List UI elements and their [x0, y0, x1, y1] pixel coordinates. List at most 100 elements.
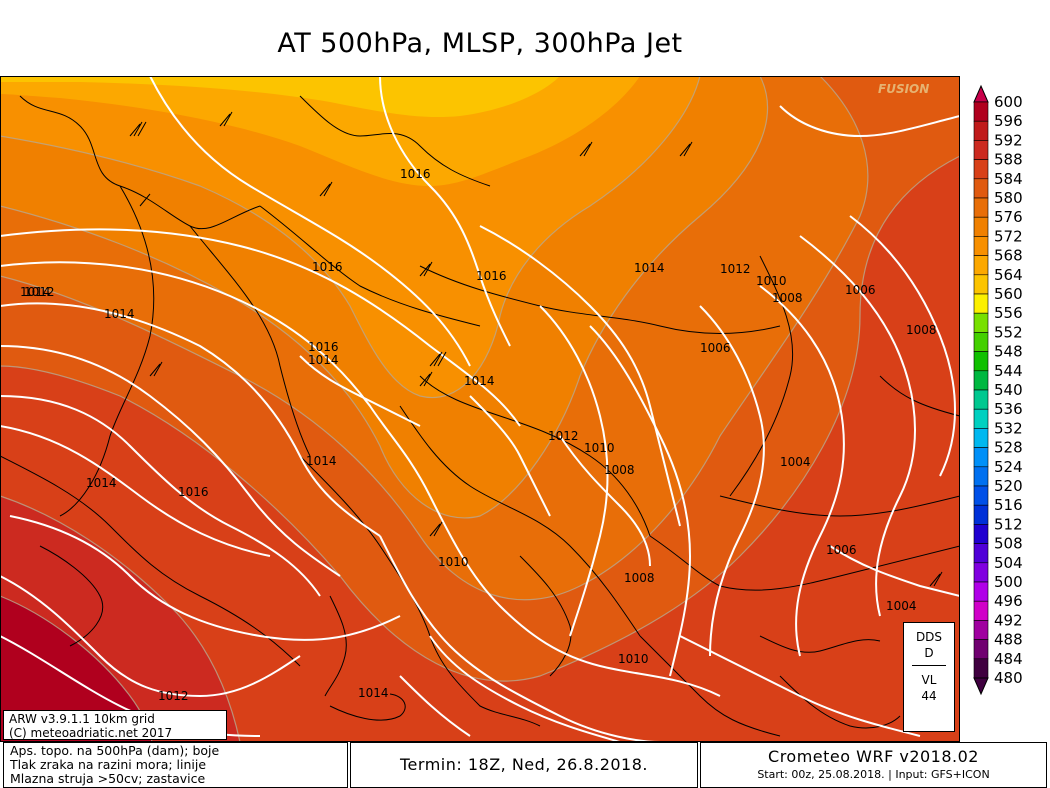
colorbar-swatch	[973, 255, 989, 276]
colorbar-swatch	[973, 159, 989, 180]
colorbar-swatch	[973, 524, 989, 544]
isobar-label: 1012	[548, 429, 579, 443]
isobar-label: 1010	[584, 441, 615, 455]
colorbar-swatch	[973, 216, 989, 237]
colorbar-tick-label: 512	[994, 515, 1023, 533]
isobar-label: 1016	[400, 167, 431, 181]
model-name: Crometeo WRF v2018.02	[768, 747, 979, 766]
colorbar-top-arrow	[973, 84, 989, 103]
isobar-label: 1008	[772, 291, 803, 305]
colorbar-tick-label: 492	[994, 611, 1023, 629]
colorbar-swatch	[973, 543, 989, 564]
isobar-lines	[0, 76, 960, 742]
isobar-labels: 1016 1016 1016 1014 1012 1010 1008 1006 …	[20, 167, 937, 703]
isobar-label: 1016	[308, 340, 339, 354]
legend-description: Aps. topo. na 500hPa (dam); boje Tlak zr…	[3, 742, 348, 788]
isobar-label: 1012	[158, 689, 189, 703]
colorbar-swatch	[973, 639, 989, 660]
colorbar-swatch	[973, 620, 989, 640]
isobar-label: 1008	[906, 323, 937, 337]
colorbar-tick-label: 484	[994, 650, 1023, 668]
colorbar-tick-label: 520	[994, 477, 1023, 495]
isobar-label: 1014	[464, 374, 495, 388]
colorbar-tick-label: 480	[994, 669, 1023, 687]
vl-label: VL	[921, 673, 937, 687]
colorbar-tick-label: 488	[994, 631, 1023, 649]
colorbar-tick-label: 596	[994, 112, 1023, 130]
legend-line-jet: Mlazna struja >50cv; zastavice	[10, 771, 206, 786]
colorbar-swatch	[973, 351, 989, 372]
isobar-label: 1012	[24, 285, 55, 299]
colorbar-tick-label: 540	[994, 381, 1023, 399]
colorbar-tick-label: 528	[994, 439, 1023, 457]
colorbar-tick-label: 588	[994, 151, 1023, 169]
isobar-label: 1006	[845, 283, 876, 297]
colorbar-swatch	[973, 562, 989, 583]
legend-line-shading: Aps. topo. na 500hPa (dam); boje	[10, 743, 220, 758]
colorbar-tick-label: 564	[994, 266, 1023, 284]
colorbar-tick-label: 500	[994, 573, 1023, 591]
isobar-label: 1010	[618, 652, 649, 666]
colorbar-swatch	[973, 236, 989, 256]
isobar-label: 1016	[312, 260, 343, 274]
isobar-label: 1014	[86, 476, 117, 490]
colorbar-swatch	[973, 428, 989, 448]
dds-box: DDS D VL 44	[903, 622, 955, 732]
colorbar-swatch	[973, 197, 989, 218]
colorbar-tick-label: 508	[994, 535, 1023, 553]
isobar-label: 1014	[104, 307, 135, 321]
colorbar-swatch	[973, 293, 989, 314]
colorbar-tick-label: 524	[994, 458, 1023, 476]
weather-map: 1016 1016 1016 1014 1012 1010 1008 1006 …	[0, 76, 960, 742]
colorbar-tick-label: 572	[994, 227, 1023, 245]
colorbar-swatch	[973, 332, 989, 352]
isobar-label: 1014	[20, 285, 51, 299]
colorbar-tick-label: 496	[994, 592, 1023, 610]
colorbar-swatch	[973, 389, 989, 410]
dds-value: D	[924, 646, 934, 660]
isobar-label: 1008	[624, 571, 655, 585]
isobar-label: 1016	[178, 485, 209, 499]
colorbar-swatch	[973, 408, 989, 429]
isobar-label: 1010	[756, 274, 787, 288]
isobar-label: 1008	[604, 463, 635, 477]
isobar-label: 1014	[358, 686, 389, 700]
colorbar-tick-label: 592	[994, 131, 1023, 149]
colorbar-tick-label: 532	[994, 419, 1023, 437]
isobar-label: 1006	[700, 341, 731, 355]
colorbar-tick-label: 560	[994, 285, 1023, 303]
geopotential-shading	[0, 76, 960, 742]
isobar-label: 1014	[308, 353, 339, 367]
isobar-label: 1014	[634, 261, 665, 275]
colorbar-tick-label: 556	[994, 304, 1023, 322]
model-version-text: ARW v3.9.1.1 10km grid	[9, 712, 155, 726]
colorbar-swatch	[973, 485, 989, 506]
jet-stream-barbs	[129, 111, 943, 587]
colorbar-swatch	[973, 178, 989, 199]
colorbar-swatch	[973, 600, 989, 621]
colorbar-swatch	[973, 370, 989, 391]
colorbar-tick-label: 576	[994, 208, 1023, 226]
dds-label: DDS	[915, 630, 943, 644]
map-title: AT 500hPa, MLSP, 300hPa Jet	[277, 28, 683, 59]
fusion-watermark: FUSION	[878, 82, 930, 96]
colorbar-tick-label: 568	[994, 247, 1023, 265]
colorbar-tick-label: 504	[994, 554, 1023, 572]
colorbar-tick-label: 548	[994, 343, 1023, 361]
isobar-label: 1006	[826, 543, 857, 557]
colorbar-swatch	[973, 101, 989, 122]
isobar-label: 1012	[720, 262, 751, 276]
vl-value: 44	[921, 689, 937, 703]
colorbar-swatch	[973, 581, 989, 602]
colorbar-bottom-arrow	[973, 677, 989, 696]
colorbar-swatch	[973, 274, 989, 295]
colorbar-swatch	[973, 504, 989, 525]
isobar-label: 1004	[886, 599, 917, 613]
isobar-label: 1016	[476, 269, 507, 283]
isobar-label: 1004	[780, 455, 811, 469]
run-start-input: Start: 00z, 25.08.2018. | Input: GFS+ICO…	[757, 768, 990, 781]
isobar-label: 1014	[306, 454, 337, 468]
colorbar-swatch	[973, 658, 989, 679]
colorbar-tick-label: 536	[994, 400, 1023, 418]
